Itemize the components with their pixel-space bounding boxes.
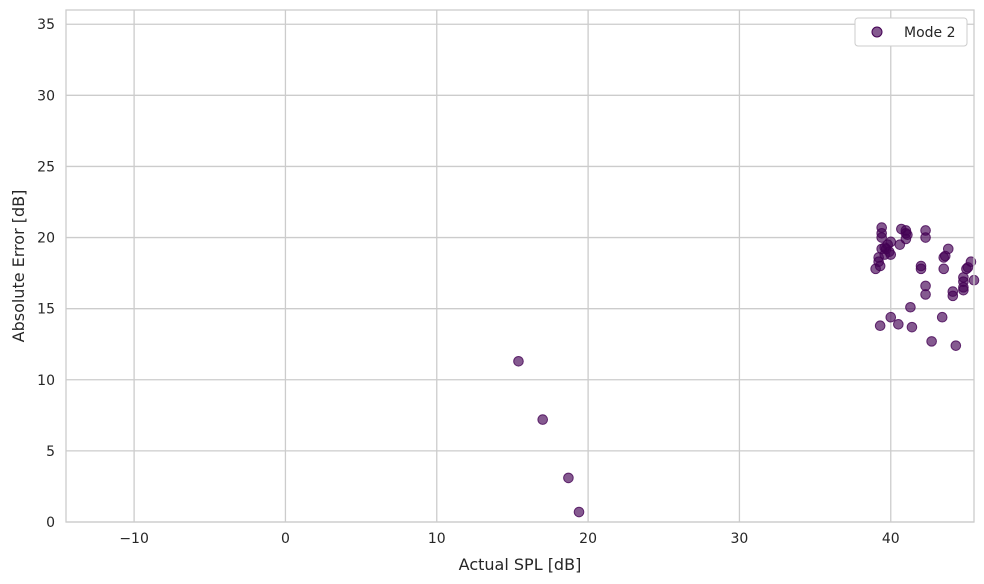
plot-area: [65, 9, 980, 523]
data-point: [906, 321, 918, 333]
data-point: [874, 320, 886, 332]
y-tick-labels: 0 5 10 15 20 25 30 35: [37, 17, 55, 531]
y-tick-label: 35: [37, 17, 55, 33]
y-tick-label: 15: [37, 302, 55, 318]
data-point: [905, 301, 916, 313]
x-axis-label: Actual SPL [dB]: [459, 555, 582, 574]
legend-marker: [871, 26, 883, 38]
y-tick-label: 10: [37, 373, 55, 389]
y-axis-label: Absolute Error [dB]: [9, 190, 28, 343]
data-point: [874, 260, 886, 272]
data-point: [885, 236, 897, 248]
data-point: [902, 229, 913, 241]
data-point: [513, 355, 524, 367]
data-points: [513, 222, 980, 518]
axes-frame: [65, 9, 975, 523]
data-point: [915, 263, 927, 275]
y-tick-label: 0: [46, 515, 55, 531]
x-tick-label: −10: [119, 531, 149, 547]
x-tick-label: 10: [428, 531, 446, 547]
data-point: [893, 319, 904, 330]
data-point: [885, 249, 897, 260]
data-point: [920, 232, 931, 243]
data-point: [573, 506, 585, 518]
data-point: [942, 243, 954, 255]
data-point: [950, 340, 962, 351]
data-point: [537, 414, 549, 425]
legend: Mode 2: [854, 17, 968, 47]
x-tick-label: 40: [882, 531, 900, 547]
legend-entry-label: Mode 2: [904, 25, 956, 41]
data-point: [938, 263, 950, 275]
x-tick-labels: −10 0 10 20 30 40: [119, 531, 899, 547]
y-tick-label: 5: [46, 444, 55, 460]
data-point: [563, 472, 574, 484]
data-point: [876, 222, 887, 233]
legend-box: [854, 17, 968, 47]
plot-background: [66, 10, 974, 522]
x-tick-label: 20: [579, 531, 597, 547]
x-tick-label: 0: [281, 531, 290, 547]
y-tick-label: 30: [37, 88, 55, 104]
x-tick-label: 30: [731, 531, 749, 547]
data-point: [885, 311, 897, 323]
data-point: [936, 311, 948, 323]
data-point: [958, 284, 969, 296]
data-point: [947, 290, 959, 302]
axes-spines: [65, 9, 975, 523]
y-tick-label: 20: [37, 231, 55, 247]
y-tick-label: 25: [37, 159, 55, 175]
data-point: [920, 289, 931, 300]
gridlines: [66, 10, 974, 523]
data-point: [926, 336, 937, 347]
